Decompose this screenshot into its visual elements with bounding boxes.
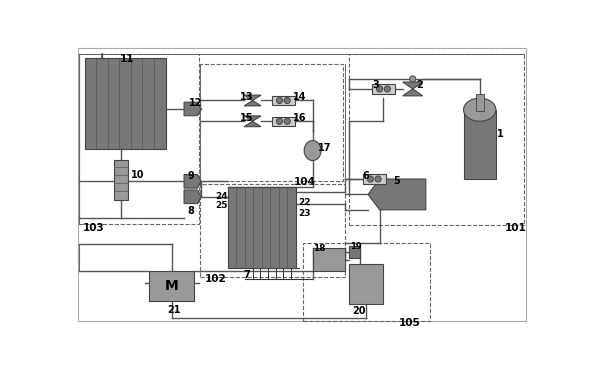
Text: 2: 2 <box>417 80 423 90</box>
Text: 12: 12 <box>189 98 202 108</box>
Circle shape <box>377 86 382 92</box>
Circle shape <box>276 97 282 104</box>
Bar <box>363 175 386 184</box>
Text: 13: 13 <box>240 92 253 102</box>
Text: 6: 6 <box>363 170 369 180</box>
Ellipse shape <box>464 98 496 121</box>
Text: M: M <box>165 279 179 293</box>
Text: 102: 102 <box>205 274 227 284</box>
Text: 17: 17 <box>318 143 332 153</box>
Bar <box>228 187 295 268</box>
Text: 1: 1 <box>497 129 503 139</box>
Text: 24: 24 <box>215 192 229 201</box>
Text: 22: 22 <box>298 198 311 207</box>
Circle shape <box>367 176 374 182</box>
Bar <box>313 248 345 272</box>
Bar <box>272 117 295 126</box>
Text: 18: 18 <box>313 245 326 254</box>
Bar <box>114 160 128 200</box>
Circle shape <box>410 76 416 82</box>
Bar <box>349 246 359 258</box>
Bar <box>149 272 194 301</box>
Text: 9: 9 <box>187 170 194 180</box>
Circle shape <box>276 118 282 124</box>
Text: 23: 23 <box>298 209 311 218</box>
Text: 19: 19 <box>350 242 362 251</box>
Text: 101: 101 <box>505 223 527 233</box>
Polygon shape <box>244 116 261 127</box>
Bar <box>272 96 295 105</box>
Bar <box>200 63 343 180</box>
Bar <box>79 54 199 224</box>
Text: 105: 105 <box>399 318 421 328</box>
Bar <box>200 184 345 277</box>
Bar <box>464 110 496 179</box>
Polygon shape <box>368 179 426 210</box>
Bar <box>372 85 395 94</box>
Text: 103: 103 <box>83 223 105 233</box>
Text: 25: 25 <box>215 201 228 210</box>
Circle shape <box>284 97 290 104</box>
Text: 11: 11 <box>120 54 134 63</box>
Bar <box>349 264 382 304</box>
Polygon shape <box>184 175 201 188</box>
Text: 14: 14 <box>292 92 306 102</box>
Text: 104: 104 <box>294 177 316 187</box>
Text: 10: 10 <box>131 170 144 180</box>
Text: 16: 16 <box>292 113 306 123</box>
Text: 8: 8 <box>187 206 194 216</box>
Text: 15: 15 <box>240 113 253 123</box>
Bar <box>303 243 430 321</box>
Text: 21: 21 <box>167 304 181 314</box>
Bar <box>476 94 484 111</box>
Circle shape <box>384 86 390 92</box>
Polygon shape <box>403 82 423 96</box>
Polygon shape <box>184 102 201 116</box>
Polygon shape <box>244 95 261 106</box>
Ellipse shape <box>304 141 321 161</box>
Text: 5: 5 <box>394 176 400 186</box>
Circle shape <box>284 118 290 124</box>
Circle shape <box>375 176 381 182</box>
Bar <box>85 58 166 149</box>
Bar <box>349 54 525 225</box>
Text: 3: 3 <box>372 80 379 90</box>
Polygon shape <box>184 190 201 204</box>
Text: 7: 7 <box>243 270 250 280</box>
Text: 20: 20 <box>353 306 366 316</box>
